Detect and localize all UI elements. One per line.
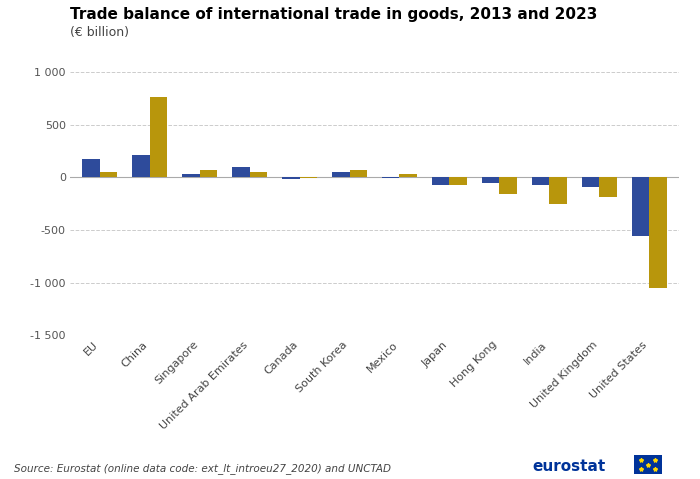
Bar — [300, 177, 317, 178]
Bar — [400, 174, 417, 177]
Bar — [382, 177, 400, 178]
Bar — [449, 177, 467, 184]
Bar — [482, 177, 499, 183]
Text: Source: Eurostat (online data code: ext_lt_introeu27_2020) and UNCTAD: Source: Eurostat (online data code: ext_… — [14, 463, 391, 474]
Bar — [550, 177, 567, 204]
Bar — [532, 177, 550, 184]
Bar — [250, 172, 267, 177]
Bar — [282, 177, 300, 179]
Text: eurostat: eurostat — [532, 459, 606, 474]
Bar — [349, 170, 367, 177]
Bar — [499, 177, 517, 194]
Bar — [332, 172, 349, 177]
Bar — [150, 97, 167, 177]
Bar — [182, 174, 199, 177]
Bar — [199, 171, 217, 177]
Text: (€ billion): (€ billion) — [70, 26, 129, 39]
Bar — [649, 177, 666, 288]
Bar — [83, 159, 100, 177]
Bar — [232, 167, 250, 177]
Bar — [631, 177, 649, 236]
Bar — [432, 177, 449, 184]
Bar — [132, 155, 150, 177]
Bar — [599, 177, 617, 197]
Bar — [100, 172, 118, 177]
Text: Trade balance of international trade in goods, 2013 and 2023: Trade balance of international trade in … — [70, 7, 597, 22]
Bar — [582, 177, 599, 187]
